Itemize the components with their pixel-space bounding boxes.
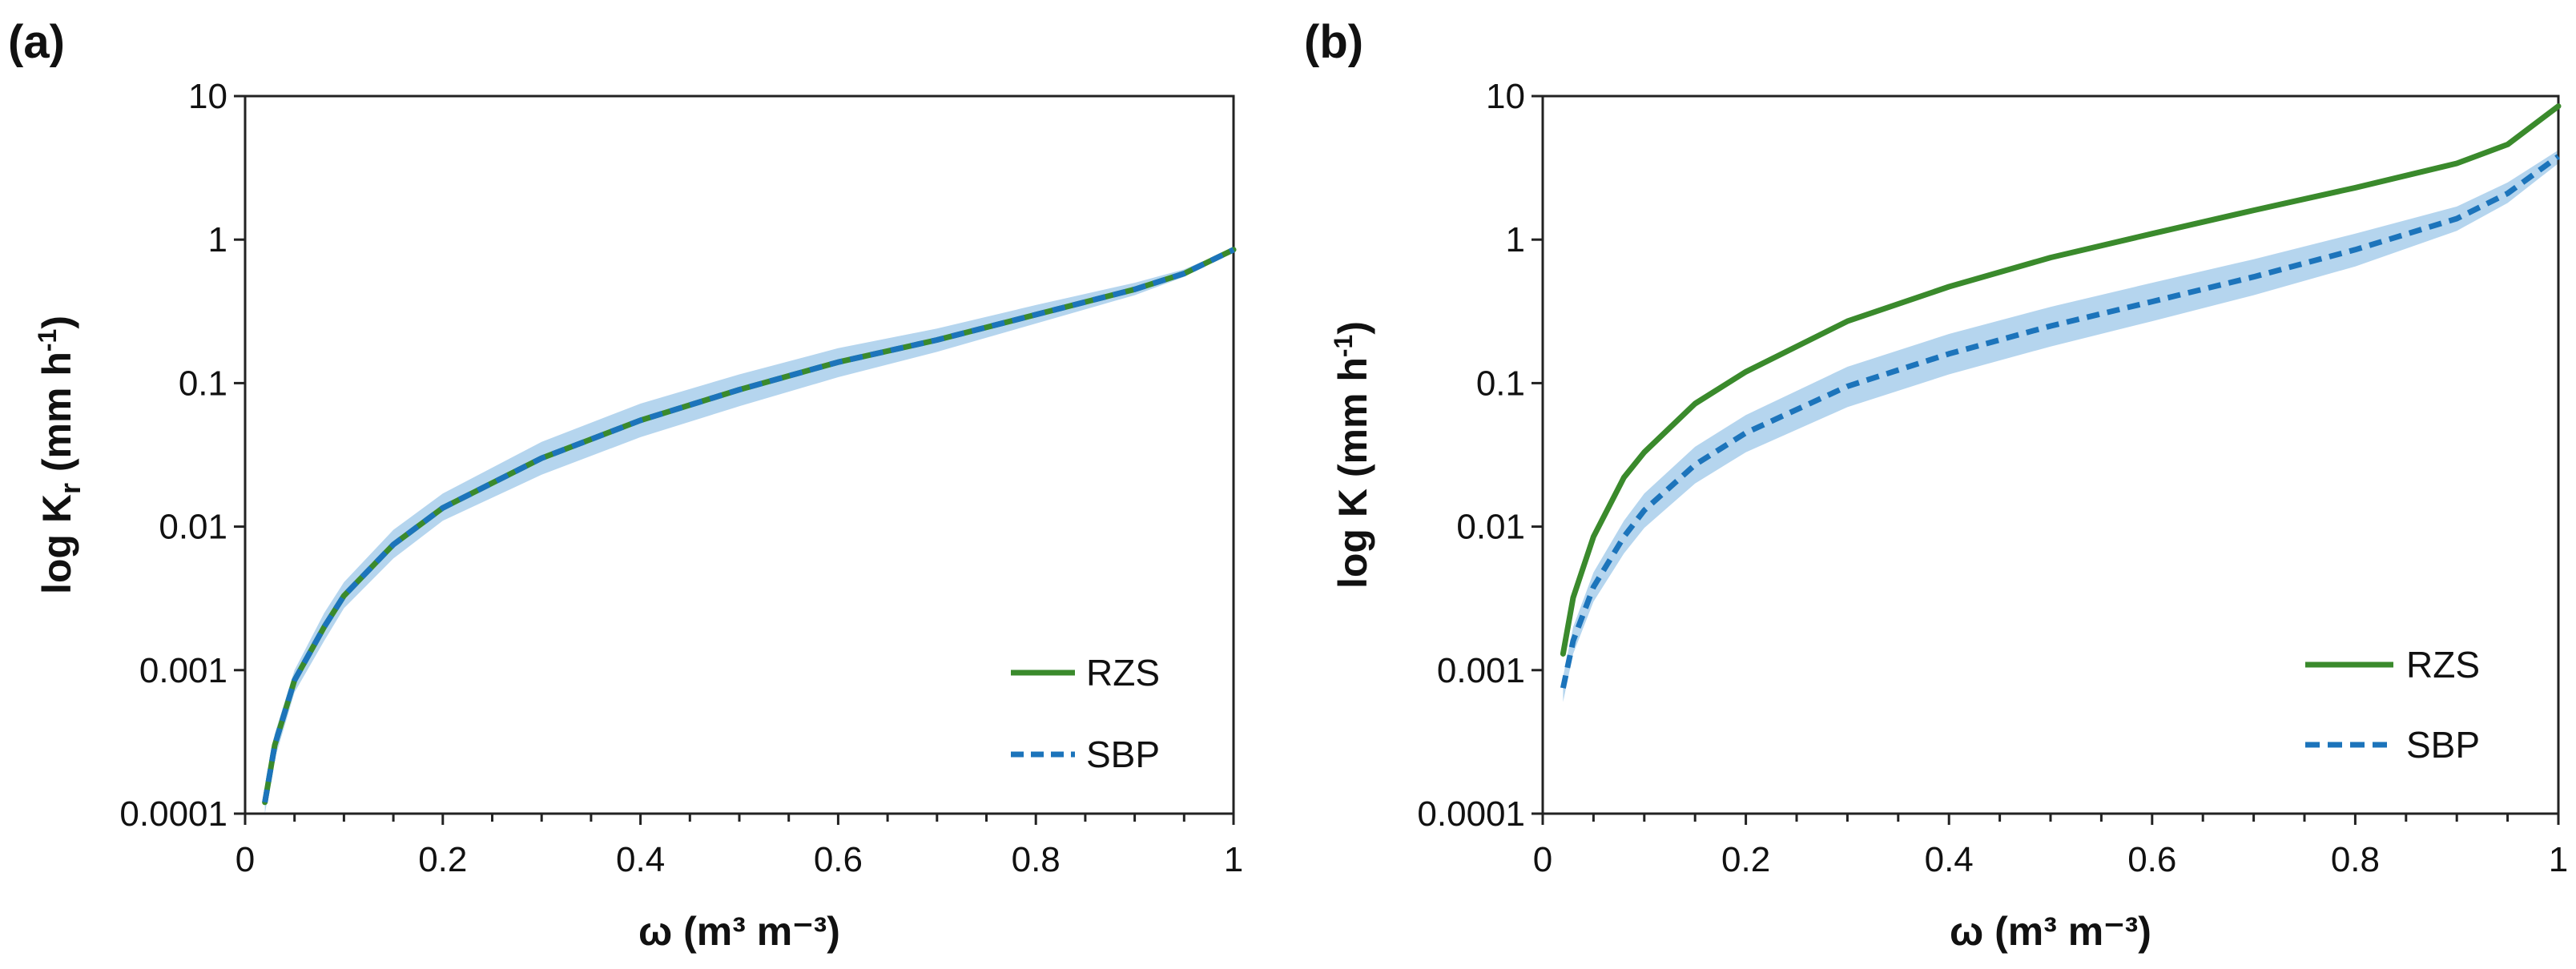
y-tick-label: 1 (1506, 220, 1525, 259)
x-axis-title-b: ω (m³ m⁻³) (1950, 909, 2151, 954)
x-tick-label: 0.8 (2331, 840, 2380, 879)
y-tick-label: 0.001 (1437, 651, 1525, 690)
y-tick-label: 0.01 (1456, 508, 1525, 547)
legend-a: RZS SBP (1011, 652, 1160, 775)
x-tick-label: 0.4 (616, 840, 665, 879)
x-tick-label: 0 (235, 840, 255, 879)
x-tick-label: 0.4 (1925, 840, 1974, 879)
plot-area-a (244, 94, 1235, 815)
line-sbp (262, 247, 1235, 803)
x-tick-label: 0.2 (418, 840, 467, 879)
legend-label-sbp: SBP (2406, 724, 2480, 766)
y-tick-label: 0.0001 (1417, 794, 1525, 834)
y-axis-title-b: log K (mm h-1) (1329, 321, 1375, 589)
band-sbp (1563, 150, 2558, 702)
y-tick-label: 0.001 (139, 651, 227, 690)
band-rzs (1563, 103, 2558, 659)
y-tick-label: 10 (188, 77, 227, 116)
y-axis-title-a: log Kr (mm h-1) (33, 316, 87, 594)
x-tick-label: 1 (1224, 840, 1243, 879)
x-tick-label: 0.2 (1721, 840, 1770, 879)
y-tick-label: 0.01 (159, 508, 227, 547)
x-tick-label: 0.6 (2127, 840, 2176, 879)
y-tick-label: 0.1 (179, 364, 227, 403)
y-tick-label: 0.1 (1476, 364, 1525, 403)
legend-label-rzs: RZS (1086, 652, 1160, 694)
y-tick-label: 10 (1486, 77, 1525, 116)
line-rzs (1560, 103, 2562, 657)
x-tick-label: 1 (2549, 840, 2568, 879)
legend-label-sbp: SBP (1086, 734, 1160, 775)
x-tick-label: 0.6 (814, 840, 863, 879)
x-tick-label: 0.8 (1012, 840, 1061, 879)
legend-b: RZS SBP (2305, 644, 2480, 766)
line-sbp (1560, 154, 2561, 689)
panel-label-b: (b) (1304, 16, 1363, 68)
x-tick-label: 0 (1533, 840, 1552, 879)
y-tick-label: 1 (208, 220, 227, 259)
y-tick-label: 0.0001 (119, 794, 227, 834)
x-axis-title-a: ω (m³ m⁻³) (638, 909, 840, 954)
legend-label-rzs: RZS (2406, 644, 2480, 686)
panel-label-a: (a) (8, 16, 65, 68)
